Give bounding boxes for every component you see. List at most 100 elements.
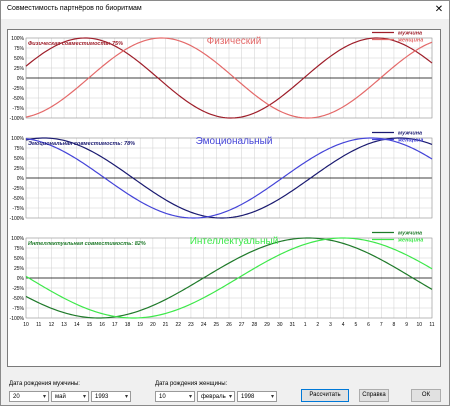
male-birthdate-label: Дата рождения мужчины: (9, 381, 80, 387)
y-tick-label: -50% (12, 296, 24, 302)
y-tick-label: -75% (12, 206, 24, 212)
x-tick-label: 27 (239, 322, 245, 328)
x-tick-label: 24 (201, 322, 207, 328)
legend-label: женщина (397, 138, 423, 144)
y-tick-label: 25% (14, 166, 25, 172)
female-year-value: 1998 (241, 394, 255, 400)
series-line-male (25, 137, 433, 219)
calculate-button[interactable]: Рассчитать (301, 389, 349, 402)
window-title: Совместимость партнёров по биоритмам (7, 5, 142, 12)
x-tick-label: 20 (150, 322, 156, 328)
x-tick-label: 25 (214, 322, 220, 328)
panel-border (25, 237, 433, 319)
x-tick-label: 23 (188, 322, 194, 328)
compatibility-text: Эмоциональная совместимость: 78% (28, 141, 135, 147)
male-day-select[interactable]: 20 ▾ (9, 391, 49, 402)
x-tick-label: 10 (417, 322, 423, 328)
legend-label: мужчина (398, 231, 422, 237)
y-tick-label: 25% (14, 266, 25, 272)
x-tick-label: 6 (367, 322, 370, 328)
x-tick-label: 9 (405, 322, 408, 328)
x-tick-label: 12 (49, 322, 55, 328)
y-tick-label: 25% (14, 66, 25, 72)
title-bar: Совместимость партнёров по биоритмам ✕ (1, 1, 449, 19)
male-year-select[interactable]: 1993 ▾ (91, 391, 131, 402)
y-tick-label: -100% (10, 316, 25, 322)
y-tick-label: -25% (12, 86, 24, 92)
legend-label: мужчина (398, 31, 422, 37)
help-button[interactable]: Справка (359, 389, 389, 402)
series-line-female (25, 37, 433, 119)
y-tick-label: 0% (17, 176, 25, 182)
x-tick-label: 10 (23, 322, 29, 328)
y-tick-label: -75% (12, 306, 24, 312)
chevron-down-icon: ▾ (82, 394, 86, 400)
y-tick-label: 75% (14, 46, 25, 52)
x-tick-label: 29 (264, 322, 270, 328)
x-tick-label: 22 (175, 322, 181, 328)
female-day-select[interactable]: 10 ▾ (155, 391, 195, 402)
female-birthdate-label: Дата рождения женщины: (155, 381, 228, 387)
female-month-select[interactable]: февраль ▾ (197, 391, 235, 402)
y-tick-label: 50% (14, 156, 25, 162)
biorhythm-chart-area: 100% 75% 50% 25% 0% -25% -50% -75% -100% Физическ… (7, 29, 441, 367)
y-tick-label: -50% (12, 96, 24, 102)
y-tick-label: -25% (12, 286, 24, 292)
male-day-value: 20 (13, 394, 20, 400)
chevron-down-icon: ▾ (228, 394, 232, 400)
female-month-value: февраль (201, 394, 226, 400)
y-tick-label: 0% (17, 76, 25, 82)
x-tick-label: 3 (329, 322, 332, 328)
x-tick-label: 14 (74, 322, 80, 328)
x-tick-label: 8 (393, 322, 396, 328)
x-tick-label: 7 (380, 322, 383, 328)
y-tick-label: -100% (10, 216, 25, 222)
x-tick-label: 11 (36, 322, 41, 328)
y-tick-label: 0% (17, 276, 25, 282)
y-tick-label: 50% (14, 56, 25, 62)
y-tick-label: -50% (12, 196, 24, 202)
series-line-female (25, 137, 433, 219)
x-tick-label: 11 (429, 322, 434, 328)
chevron-down-icon: ▾ (270, 394, 274, 400)
x-tick-label: 19 (137, 322, 143, 328)
series-line-male (25, 237, 433, 319)
legend-label: женщина (397, 238, 423, 244)
x-tick-label: 17 (112, 322, 118, 328)
male-month-select[interactable]: май ▾ (51, 391, 89, 402)
y-tick-label: 100% (11, 136, 24, 142)
x-tick-label: 4 (342, 322, 345, 328)
y-tick-label: -25% (12, 186, 24, 192)
compatibility-text: Интеллектуальная совместимость: 82% (28, 241, 146, 247)
x-tick-label: 30 (277, 322, 283, 328)
male-year-value: 1993 (95, 394, 109, 400)
x-tick-label: 13 (61, 322, 67, 328)
x-tick-label: 16 (99, 322, 105, 328)
y-tick-label: 50% (14, 256, 25, 262)
x-tick-label: 15 (87, 322, 93, 328)
panel-heading: Физический (207, 36, 262, 47)
y-tick-label: 100% (11, 236, 24, 242)
x-tick-label: 18 (125, 322, 131, 328)
compatibility-text: Физическая совместимость: 75% (28, 41, 123, 47)
x-tick-label: 26 (226, 322, 232, 328)
y-tick-label: -75% (12, 106, 24, 112)
ok-button[interactable]: ОК (411, 389, 441, 402)
biorhythm-charts-svg: 100%75%50%25%0%-25%-50%-75%-100%Физическ… (10, 31, 435, 329)
legend-label: мужчина (398, 131, 422, 137)
y-tick-label: 100% (11, 36, 24, 42)
chevron-down-icon: ▾ (188, 394, 192, 400)
x-tick-label: 31 (290, 322, 296, 328)
x-tick-label: 28 (252, 322, 258, 328)
female-year-select[interactable]: 1998 ▾ (237, 391, 277, 402)
x-tick-label: 21 (163, 322, 169, 328)
y-tick-label: 75% (14, 146, 25, 152)
chevron-down-icon: ▾ (124, 394, 128, 400)
chevron-down-icon: ▾ (42, 394, 46, 400)
x-tick-label: 5 (354, 322, 357, 328)
series-line-male (25, 37, 433, 119)
male-month-value: май (55, 394, 66, 400)
close-icon[interactable]: ✕ (434, 4, 444, 15)
series-line-female (25, 237, 433, 319)
